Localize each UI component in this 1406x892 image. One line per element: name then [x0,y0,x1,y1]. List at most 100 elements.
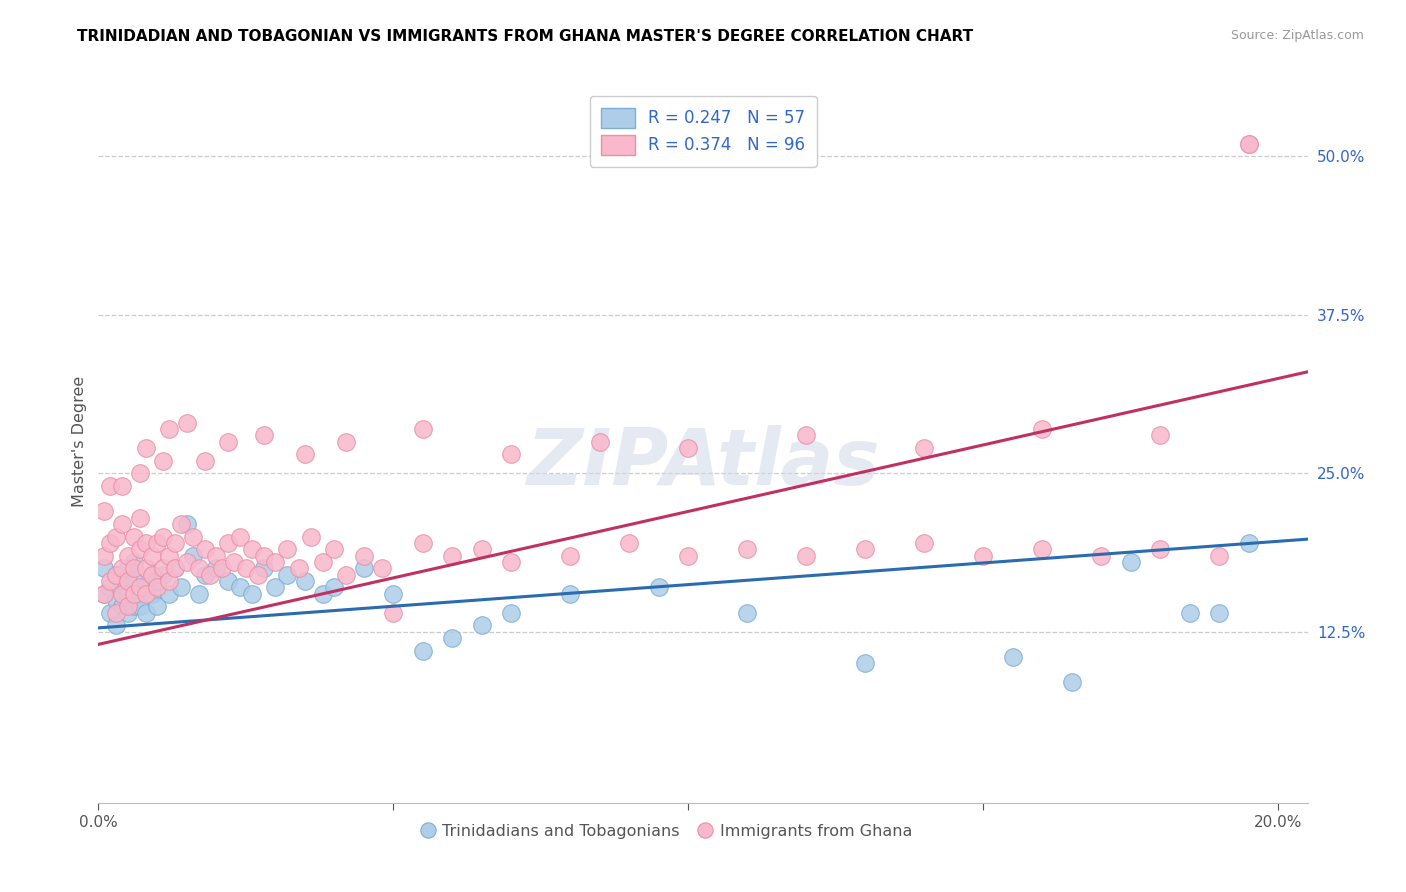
Point [335,567,357,582]
Point [1178,606,1201,620]
Point [294,574,316,588]
Point [117,549,139,563]
Point [152,453,174,467]
Point [853,657,876,671]
Point [735,606,758,620]
Point [288,561,311,575]
Point [589,434,612,449]
Point [1060,675,1083,690]
Point [240,587,263,601]
Point [323,580,346,594]
Point [1237,136,1260,151]
Point [311,587,333,601]
Point [128,587,150,601]
Point [648,580,671,594]
Point [105,567,128,582]
Point [853,542,876,557]
Point [157,587,180,601]
Point [323,542,346,557]
Point [181,549,204,563]
Point [98,536,121,550]
Point [229,580,252,594]
Point [122,561,145,575]
Point [264,580,287,594]
Point [441,631,464,645]
Legend: Trinidadians and Tobagonians, Immigrants from Ghana: Trinidadians and Tobagonians, Immigrants… [415,818,918,846]
Point [382,587,405,601]
Point [157,422,180,436]
Point [105,593,128,607]
Point [276,567,298,582]
Text: ZIPAtlas: ZIPAtlas [526,425,880,501]
Point [98,574,121,588]
Point [1149,428,1171,442]
Point [194,567,217,582]
Point [146,580,169,594]
Point [1001,650,1024,665]
Point [135,441,157,455]
Y-axis label: Master's Degree: Master's Degree [72,376,87,508]
Point [146,536,169,550]
Point [98,580,121,594]
Point [157,549,180,563]
Point [105,618,128,632]
Point [117,606,139,620]
Point [276,542,298,557]
Point [382,606,405,620]
Point [170,516,193,531]
Point [678,549,700,563]
Point [353,561,375,575]
Point [264,555,287,569]
Point [294,447,316,461]
Point [93,549,115,563]
Point [735,542,758,557]
Point [560,587,582,601]
Point [135,580,157,594]
Point [299,530,322,544]
Point [111,561,134,575]
Point [441,549,464,563]
Point [117,574,139,588]
Point [157,574,180,588]
Point [122,587,145,601]
Point [1031,542,1053,557]
Point [794,428,817,442]
Point [117,599,139,614]
Point [181,530,204,544]
Point [353,549,375,563]
Point [165,536,187,550]
Point [141,587,163,601]
Point [912,536,935,550]
Point [122,530,145,544]
Point [211,561,233,575]
Point [217,574,239,588]
Point [252,549,274,563]
Point [205,549,228,563]
Point [1090,549,1112,563]
Point [122,599,145,614]
Point [1149,542,1171,557]
Point [501,447,523,461]
Point [165,561,187,575]
Point [98,606,121,620]
Point [93,504,115,518]
Point [128,542,150,557]
Point [128,599,150,614]
Point [105,530,128,544]
Point [128,580,150,594]
Point [501,555,523,569]
Point [105,567,128,582]
Point [187,561,209,575]
Point [412,536,434,550]
Point [194,542,217,557]
Point [217,434,239,449]
Point [619,536,641,550]
Point [471,542,494,557]
Point [912,441,935,455]
Point [141,567,163,582]
Text: Source: ZipAtlas.com: Source: ZipAtlas.com [1230,29,1364,43]
Point [412,422,434,436]
Point [176,516,198,531]
Point [93,561,115,575]
Point [128,510,150,524]
